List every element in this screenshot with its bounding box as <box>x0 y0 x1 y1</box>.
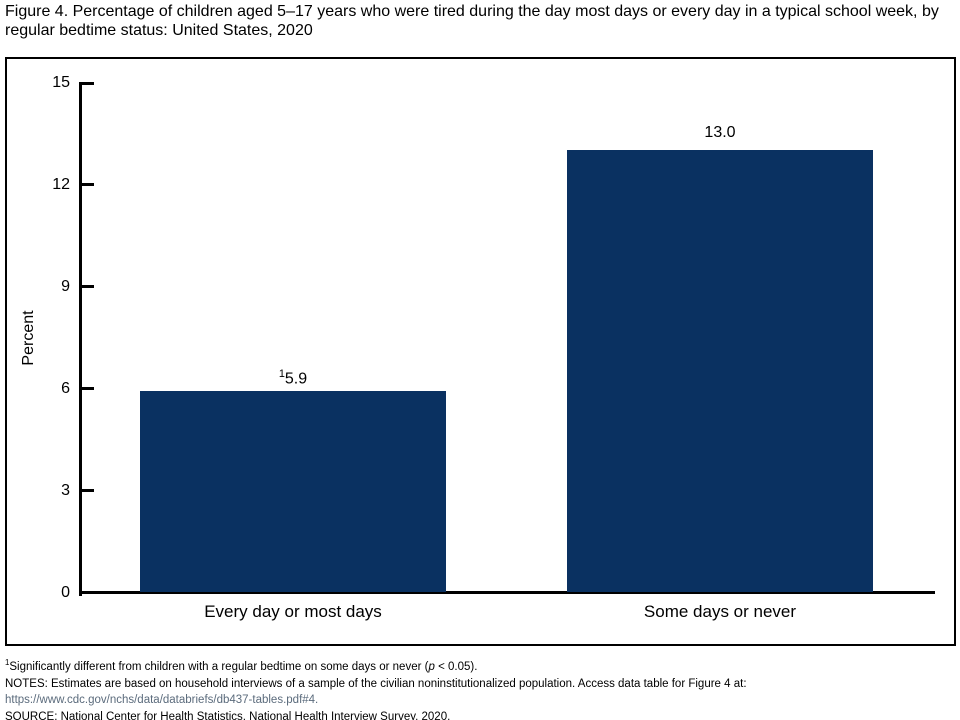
plot-area: Percent 0 3 6 9 12 15 15.9 Every day or most da… <box>20 74 935 621</box>
y-axis-line <box>79 82 82 596</box>
y-tick-mark <box>82 81 94 85</box>
x-category-label: Some days or never <box>643 602 797 621</box>
y-tick-mark <box>82 183 94 187</box>
footnote-significance-tail: < 0.05). <box>434 660 478 673</box>
footnote-significance: 1Significantly different from children w… <box>5 655 955 676</box>
footnote-notes: NOTES: Estimates are based on household … <box>5 677 747 690</box>
y-tick-mark <box>82 489 94 493</box>
figure-title: Figure 4. Percentage of children aged 5–… <box>5 3 939 39</box>
x-axis-line <box>79 591 935 594</box>
value-superscript: 1 <box>278 368 285 381</box>
footnote-superscript: 1 <box>5 658 10 667</box>
bar-value-label: 13.0 <box>704 123 736 141</box>
y-tick-label: 0 <box>61 583 70 601</box>
y-tick-label: 3 <box>61 481 70 499</box>
y-tick-label: 6 <box>61 379 70 397</box>
y-tick-mark <box>82 387 94 391</box>
bar-2 <box>567 149 873 592</box>
footnote-source: SOURCE: National Center for Health Stati… <box>5 711 451 720</box>
footnote-significance-text: Significantly different from children wi… <box>9 660 429 673</box>
y-tick-label: 15 <box>52 74 70 91</box>
footnote-p-italic: p <box>428 660 435 673</box>
bar-1 <box>140 391 446 592</box>
data-table-link[interactable]: https://www.cdc.gov/nchs/data/databriefs… <box>5 694 319 707</box>
y-tick-mark <box>82 285 94 289</box>
y-axis-label: Percent <box>20 310 37 366</box>
figure-footnotes: 1Significantly different from children w… <box>5 655 955 720</box>
y-tick-label: 9 <box>61 277 70 295</box>
x-category-label: Every day or most days <box>204 602 382 621</box>
y-tick-label: 12 <box>52 175 70 193</box>
bar-value-label: 15.9 <box>278 368 308 388</box>
